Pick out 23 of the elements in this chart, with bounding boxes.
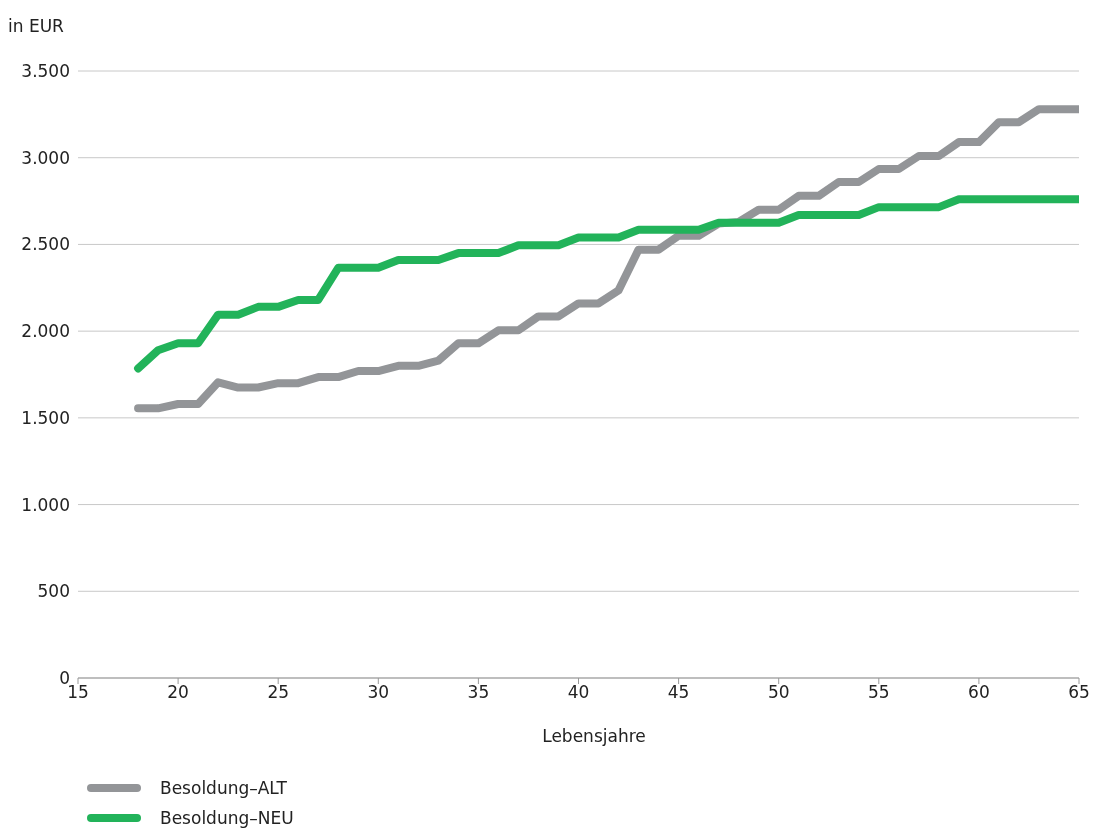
legend-label: Besoldung–ALT (160, 778, 287, 798)
y-tick-label: 1.500 (21, 407, 70, 428)
x-tick-label: 25 (267, 682, 290, 703)
x-tick-label: 30 (367, 682, 390, 703)
y-tick-label: 2.000 (21, 321, 70, 342)
x-axis-title: Lebensjahre (541, 726, 647, 746)
y-tick-label: 1.000 (21, 494, 70, 515)
y-tick-label: 2.500 (21, 234, 70, 255)
y-tick-label: 3.500 (21, 61, 70, 82)
x-tick-label: 20 (167, 682, 189, 703)
x-tick-label: 55 (867, 682, 890, 703)
x-tick-label: 65 (1068, 682, 1090, 703)
y-tick-label: 500 (37, 581, 70, 602)
x-tick-label: 15 (67, 682, 89, 703)
x-tick-label: 35 (467, 682, 490, 703)
x-tick-label: 45 (667, 682, 690, 703)
x-tick-label: 40 (567, 682, 590, 703)
y-tick-label: 0 (59, 668, 70, 689)
legend-label: Besoldung–NEU (160, 808, 294, 828)
x-tick-label: 60 (968, 682, 990, 703)
y-axis-title: in EUR (8, 16, 64, 36)
y-tick-label: 3.000 (21, 147, 70, 168)
x-tick-label: 50 (767, 682, 790, 703)
